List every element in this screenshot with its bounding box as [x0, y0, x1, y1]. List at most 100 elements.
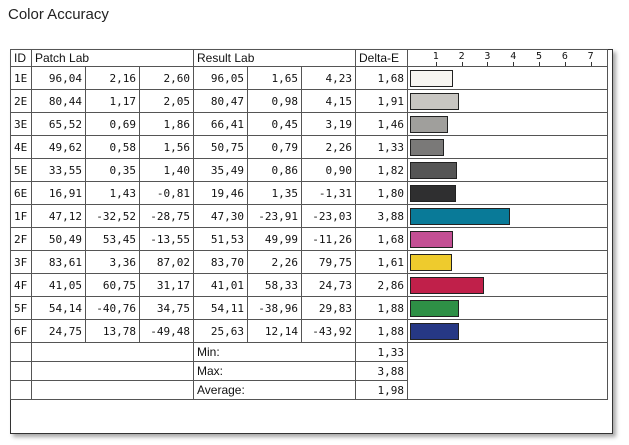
patch-id: 5E: [10, 158, 32, 182]
patch-id: 1F: [10, 204, 32, 228]
summary-blank: [10, 342, 32, 362]
result-lab-value: 54,11: [193, 296, 248, 320]
chart-title: Color Accuracy: [8, 6, 109, 23]
patch-lab-value: 2,16: [85, 66, 140, 90]
delta-e-bar: [410, 231, 454, 248]
summary-label: Max:: [193, 361, 356, 381]
delta-e-bar: [410, 93, 460, 110]
delta-e-bar: [410, 139, 445, 156]
table-row: 5E 33,55 0,35 1,40 35,49 0,86 0,90 1,82: [10, 158, 608, 182]
table-row: 1F 47,12 -32,52 -28,75 47,30 -23,91 -23,03 3,88: [10, 204, 608, 228]
delta-e-bar: [410, 208, 511, 225]
delta-e-value: 1,80: [355, 181, 408, 205]
summary-blank: [31, 342, 194, 362]
patch-lab-value: 65,52: [31, 112, 86, 136]
x-tick-mark: [590, 62, 592, 66]
x-tick-mark: [539, 62, 541, 66]
result-lab-value: 80,47: [193, 89, 248, 113]
bar-cell: [407, 273, 608, 297]
x-tick-label: 3: [484, 51, 491, 62]
patch-id: 2F: [10, 227, 32, 251]
patch-lab-value: 31,17: [139, 273, 194, 297]
result-lab-value: -11,26: [301, 227, 356, 251]
header-delta-e: Delta-E: [355, 49, 408, 67]
result-lab-value: 0,86: [247, 158, 302, 182]
delta-e-bar: [410, 162, 457, 179]
patch-lab-value: 87,02: [139, 250, 194, 274]
patch-lab-value: 60,75: [85, 273, 140, 297]
patch-lab-value: 24,75: [31, 319, 86, 343]
summary-label: Min:: [193, 342, 356, 362]
x-tick-mark: [435, 62, 437, 66]
result-lab-value: -23,91: [247, 204, 302, 228]
summary-blank: [10, 380, 32, 400]
summary-row: Average: 1,98: [10, 380, 608, 400]
patch-lab-value: 53,45: [85, 227, 140, 251]
result-lab-value: 1,35: [247, 181, 302, 205]
patch-lab-value: 2,60: [139, 66, 194, 90]
patch-lab-value: 16,91: [31, 181, 86, 205]
table-row: 6F 24,75 13,78 -49,48 25,63 12,14 -43,92 1,88: [10, 319, 608, 343]
patch-lab-value: -40,76: [85, 296, 140, 320]
delta-e-bar: [410, 277, 484, 294]
patch-lab-value: 1,40: [139, 158, 194, 182]
result-lab-value: 35,49: [193, 158, 248, 182]
bar-cell: [407, 135, 608, 159]
table-row: 5F 54,14 -40,76 34,75 54,11 -38,96 29,83 1,88: [10, 296, 608, 320]
axis-ticks: 1 2 3 4 5 6 7: [407, 49, 608, 67]
patch-lab-value: -28,75: [139, 204, 194, 228]
summary-value: 3,88: [355, 361, 408, 381]
patch-lab-value: 0,35: [85, 158, 140, 182]
summary-blank: [31, 380, 194, 400]
bar-cell: [407, 296, 608, 320]
table-row: 3E 65,52 0,69 1,86 66,41 0,45 3,19 1,46: [10, 112, 608, 136]
patch-lab-value: 1,56: [139, 135, 194, 159]
bar-cell: [407, 204, 608, 228]
x-tick-label: 4: [510, 51, 517, 62]
delta-e-value: 3,88: [355, 204, 408, 228]
table-row: 6E 16,91 1,43 -0,81 19,46 1,35 -1,31 1,80: [10, 181, 608, 205]
patch-lab-value: 0,58: [85, 135, 140, 159]
patch-id: 2E: [10, 89, 32, 113]
x-tick-label: 5: [536, 51, 543, 62]
delta-e-value: 1,88: [355, 319, 408, 343]
patch-lab-value: -32,52: [85, 204, 140, 228]
patch-id: 3E: [10, 112, 32, 136]
delta-e-value: 1,91: [355, 89, 408, 113]
patch-id: 3F: [10, 250, 32, 274]
result-lab-value: 1,65: [247, 66, 302, 90]
bar-cell: [407, 319, 608, 343]
patch-lab-value: 49,62: [31, 135, 86, 159]
bar-cell: [407, 250, 608, 274]
table-row: 3F 83,61 3,36 87,02 83,70 2,26 79,75 1,61: [10, 250, 608, 274]
x-tick-label: 6: [561, 51, 568, 62]
x-tick-mark: [461, 62, 463, 66]
summary-blank: [31, 361, 194, 381]
result-lab-value: 49,99: [247, 227, 302, 251]
delta-e-value: 1,68: [355, 66, 408, 90]
x-tick-mark: [487, 62, 489, 66]
patch-lab-value: 33,55: [31, 158, 86, 182]
result-lab-value: 50,75: [193, 135, 248, 159]
delta-e-bar: [410, 254, 452, 271]
patch-lab-value: 34,75: [139, 296, 194, 320]
result-lab-value: 0,45: [247, 112, 302, 136]
patch-id: 5F: [10, 296, 32, 320]
result-lab-value: 96,05: [193, 66, 248, 90]
delta-e-value: 1,61: [355, 250, 408, 274]
x-tick-mark: [513, 62, 515, 66]
result-lab-value: 3,19: [301, 112, 356, 136]
patch-lab-value: 1,17: [85, 89, 140, 113]
result-lab-value: 83,70: [193, 250, 248, 274]
result-lab-value: 41,01: [193, 273, 248, 297]
bar-cell: [407, 112, 608, 136]
header-patch-lab: Patch Lab: [31, 49, 194, 67]
summary-value: 1,33: [355, 342, 408, 362]
patch-lab-value: 3,36: [85, 250, 140, 274]
patch-lab-value: 50,49: [31, 227, 86, 251]
patch-lab-value: 0,69: [85, 112, 140, 136]
result-lab-value: 47,30: [193, 204, 248, 228]
delta-e-bar: [410, 323, 459, 340]
delta-e-value: 1,46: [355, 112, 408, 136]
